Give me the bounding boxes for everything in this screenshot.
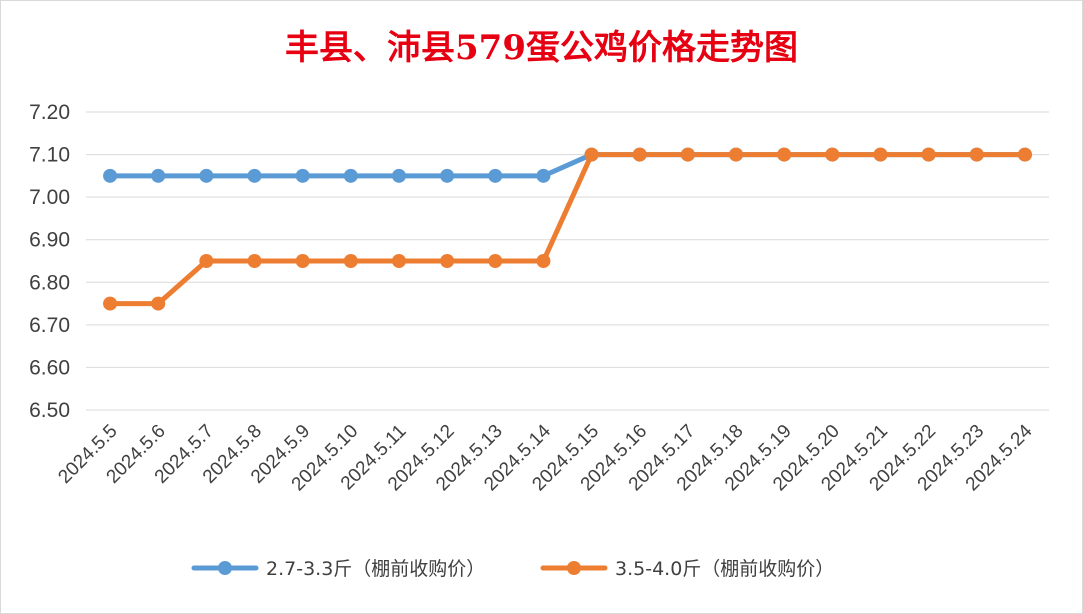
data-point-series-2: [1017, 147, 1032, 162]
legend-swatch-marker: [218, 561, 232, 575]
data-point-series-1: [295, 168, 310, 183]
data-point-series-2: [103, 296, 118, 311]
y-tick-label: 7.20: [29, 101, 70, 124]
data-point-series-2: [536, 254, 551, 268]
data-point-series-2: [295, 254, 310, 268]
data-point-series-2: [632, 147, 647, 162]
x-axis-ticks: 2024.5.52024.5.62024.5.72024.5.82024.5.9…: [54, 420, 1036, 495]
legend-swatch-marker: [567, 561, 581, 575]
series-line-1: [107, 152, 1028, 179]
data-point-series-2: [199, 254, 214, 268]
data-point-series-1: [103, 168, 118, 183]
data-point-series-2: [680, 147, 695, 162]
data-point-series-1: [151, 168, 166, 183]
data-point-series-2: [584, 147, 599, 162]
chart-title: 丰县、沛县579蛋公鸡价格走势图: [285, 28, 798, 68]
legend-item-2: 3.5-4.0斤（棚前收购价）: [540, 558, 834, 580]
data-point-series-1: [391, 168, 406, 183]
legend-label: 3.5-4.0斤（棚前收购价）: [615, 558, 834, 580]
series-line-2: [107, 152, 1028, 307]
y-tick-label: 6.80: [29, 271, 70, 294]
data-point-series-2: [343, 254, 358, 268]
y-tick-label: 6.60: [29, 356, 70, 379]
y-tick-label: 6.70: [29, 314, 70, 337]
data-point-series-2: [825, 147, 840, 162]
series-lines: [103, 147, 1032, 311]
data-point-series-1: [488, 168, 503, 183]
data-point-series-2: [151, 296, 166, 311]
data-point-series-2: [921, 147, 936, 162]
gridlines: [86, 111, 1049, 411]
y-tick-label: 7.10: [29, 144, 70, 167]
data-point-series-2: [873, 147, 888, 162]
legend: 2.7-3.3斤（棚前收购价） 3.5-4.0斤（棚前收购价）: [191, 558, 834, 580]
data-point-series-1: [536, 168, 551, 183]
data-point-series-1: [343, 168, 358, 183]
data-point-series-2: [247, 254, 262, 268]
y-axis-ticks: 6.50 6.60 6.70 6.80 6.90 7.00 7.10 7.20: [29, 101, 70, 422]
data-point-series-2: [488, 254, 503, 268]
data-point-series-1: [247, 168, 262, 183]
data-point-series-2: [969, 147, 984, 162]
y-tick-label: 6.50: [29, 399, 70, 422]
legend-label: 2.7-3.3斤（棚前收购价）: [266, 558, 485, 580]
legend-item-1: 2.7-3.3斤（棚前收购价）: [191, 558, 485, 580]
data-point-series-1: [440, 168, 455, 183]
data-point-series-1: [199, 168, 214, 183]
data-point-series-2: [440, 254, 455, 268]
data-point-series-2: [391, 254, 406, 268]
y-tick-label: 7.00: [29, 186, 70, 209]
data-point-series-2: [777, 147, 792, 162]
data-point-series-2: [729, 147, 744, 162]
y-tick-label: 6.90: [29, 229, 70, 252]
